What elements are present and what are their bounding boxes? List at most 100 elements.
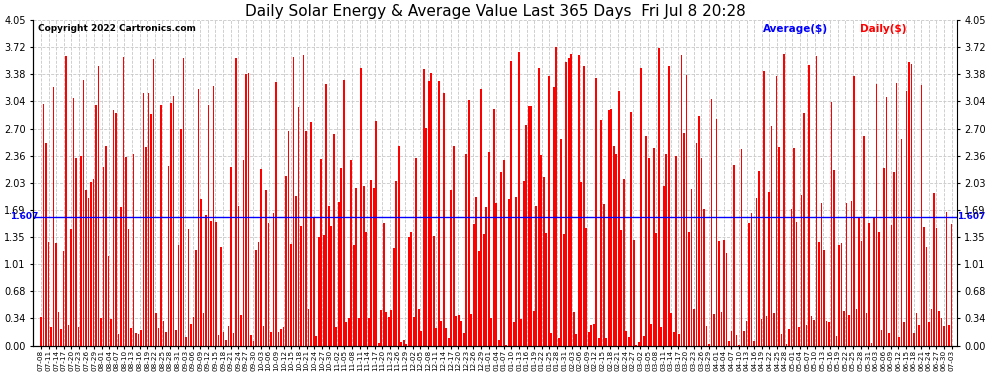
Bar [638, 342, 640, 345]
Bar [645, 136, 647, 345]
Bar [100, 318, 102, 345]
Bar [231, 166, 232, 345]
Bar [755, 198, 757, 345]
Bar [555, 48, 557, 345]
Bar [398, 146, 400, 345]
Bar [343, 81, 345, 345]
Bar [839, 245, 840, 345]
Bar [500, 172, 502, 345]
Bar [46, 143, 47, 345]
Bar [775, 76, 777, 345]
Bar [926, 247, 928, 345]
Bar [678, 334, 680, 345]
Bar [452, 146, 454, 345]
Bar [421, 331, 422, 345]
Title: Daily Solar Energy & Average Value Last 365 Days  Fri Jul 8 20:28: Daily Solar Energy & Average Value Last … [245, 4, 745, 19]
Bar [898, 337, 900, 345]
Bar [460, 321, 462, 345]
Bar [360, 68, 362, 345]
Bar [468, 100, 469, 345]
Bar [438, 81, 440, 345]
Text: 1.607: 1.607 [10, 212, 39, 221]
Bar [300, 226, 302, 345]
Bar [315, 336, 317, 345]
Bar [733, 165, 735, 345]
Bar [675, 156, 677, 345]
Bar [533, 311, 535, 345]
Bar [701, 158, 702, 345]
Bar [860, 241, 862, 345]
Bar [803, 112, 805, 345]
Bar [940, 318, 942, 345]
Bar [768, 192, 770, 345]
Bar [563, 234, 564, 345]
Bar [693, 309, 695, 345]
Bar [763, 71, 765, 345]
Bar [680, 55, 682, 345]
Bar [436, 327, 437, 345]
Bar [516, 197, 517, 345]
Bar [323, 235, 325, 345]
Bar [816, 56, 818, 345]
Bar [521, 319, 522, 345]
Bar [103, 167, 104, 345]
Bar [48, 242, 50, 345]
Bar [708, 344, 710, 345]
Bar [162, 321, 164, 345]
Text: Daily($): Daily($) [859, 24, 906, 34]
Bar [598, 338, 600, 345]
Bar [590, 325, 592, 345]
Bar [903, 322, 905, 345]
Bar [918, 325, 920, 345]
Bar [267, 223, 269, 345]
Bar [475, 197, 477, 345]
Bar [228, 326, 230, 345]
Bar [868, 223, 870, 345]
Bar [741, 148, 742, 345]
Bar [148, 93, 149, 345]
Bar [778, 147, 780, 345]
Bar [585, 228, 587, 345]
Bar [203, 313, 204, 345]
Bar [578, 55, 580, 345]
Bar [850, 201, 852, 345]
Bar [336, 327, 337, 345]
Bar [939, 311, 940, 345]
Bar [423, 69, 425, 345]
Bar [141, 330, 142, 345]
Bar [246, 74, 247, 345]
Bar [748, 223, 749, 345]
Bar [146, 147, 147, 345]
Bar [631, 112, 633, 345]
Bar [621, 231, 622, 345]
Bar [90, 182, 92, 345]
Bar [641, 68, 643, 345]
Bar [465, 154, 467, 345]
Bar [341, 168, 342, 345]
Bar [658, 48, 659, 345]
Bar [550, 333, 552, 345]
Bar [603, 204, 605, 345]
Bar [623, 179, 625, 345]
Bar [65, 56, 67, 345]
Bar [573, 312, 574, 345]
Bar [796, 222, 797, 345]
Bar [593, 324, 595, 345]
Bar [608, 110, 610, 345]
Bar [280, 329, 282, 345]
Text: 1.607: 1.607 [956, 212, 985, 221]
Bar [616, 154, 617, 345]
Bar [218, 335, 220, 345]
Bar [773, 313, 775, 345]
Bar [98, 66, 99, 345]
Bar [813, 320, 815, 345]
Bar [352, 244, 354, 345]
Bar [72, 98, 74, 345]
Bar [175, 330, 177, 345]
Bar [67, 325, 69, 345]
Bar [308, 309, 310, 345]
Bar [95, 105, 97, 345]
Bar [113, 110, 115, 345]
Bar [498, 340, 500, 345]
Bar [921, 85, 923, 345]
